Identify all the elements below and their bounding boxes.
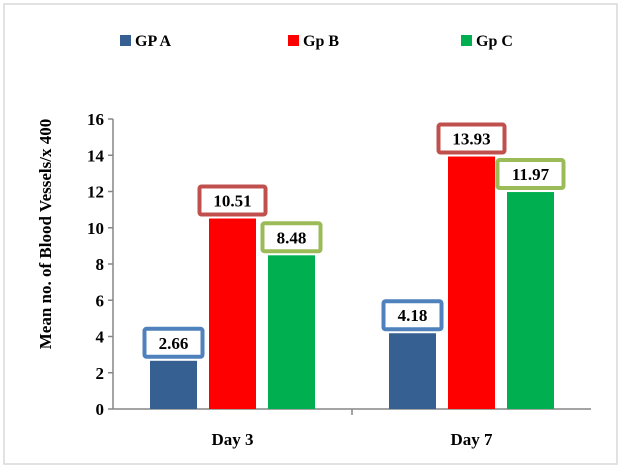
bar-gp-a — [150, 360, 197, 409]
x-category-label: Day 7 — [450, 430, 493, 449]
bar-gp-c — [268, 255, 315, 409]
x-axis-categories: Day 3 Day 7 — [211, 409, 493, 449]
data-label-gp-c: 11.97 — [512, 165, 550, 184]
legend-swatch-gp-c — [461, 35, 472, 46]
y-tick-label: 4 — [96, 328, 105, 347]
bar-gp-a — [389, 333, 436, 409]
data-label-gp-b: 10.51 — [213, 192, 251, 211]
y-tick-label: 16 — [87, 110, 104, 129]
data-label-gp-c: 8.48 — [277, 228, 307, 247]
data-label-box-gp-c — [495, 158, 566, 191]
y-tick-label: 6 — [96, 291, 105, 310]
data-label-gp-a: 4.18 — [398, 306, 428, 325]
y-tick-label: 12 — [87, 183, 104, 202]
data-label-box-gp-b — [436, 122, 507, 155]
bars-layer — [150, 156, 554, 409]
bar-gp-b — [209, 218, 256, 409]
bar-gp-b — [448, 156, 495, 409]
y-tick-label: 8 — [96, 255, 105, 274]
legend-swatch-gp-b — [288, 35, 299, 46]
legend: GP A Gp B Gp C — [120, 33, 513, 50]
data-label-box-gp-b — [197, 184, 268, 217]
y-axis-title: Mean no. of Blood Vessels/x 400 — [36, 119, 55, 349]
data-label-gp-a: 2.66 — [159, 334, 189, 353]
y-tick-label: 2 — [96, 364, 105, 383]
legend-label-gp-a: GP A — [135, 33, 171, 50]
legend-label-gp-b: Gp B — [303, 33, 339, 50]
x-category-label: Day 3 — [211, 430, 253, 449]
y-tick-label: 10 — [87, 219, 104, 238]
bar-gp-c — [507, 192, 554, 409]
y-tick-label: 0 — [96, 400, 105, 419]
legend-label-gp-c: Gp C — [476, 33, 513, 50]
data-label-box-gp-a — [381, 299, 444, 332]
data-label-box-gp-a — [142, 326, 205, 359]
data-label-gp-b: 13.93 — [452, 130, 490, 149]
y-axis-ticks: 0 2 4 6 8 10 12 14 16 — [87, 110, 113, 419]
data-label-box-gp-c — [260, 221, 323, 254]
data-labels-layer: 2.66 4.18 10.51 13.93 8.48 11.97 — [142, 122, 566, 359]
legend-swatch-gp-a — [120, 35, 131, 46]
y-tick-label: 14 — [87, 146, 105, 165]
